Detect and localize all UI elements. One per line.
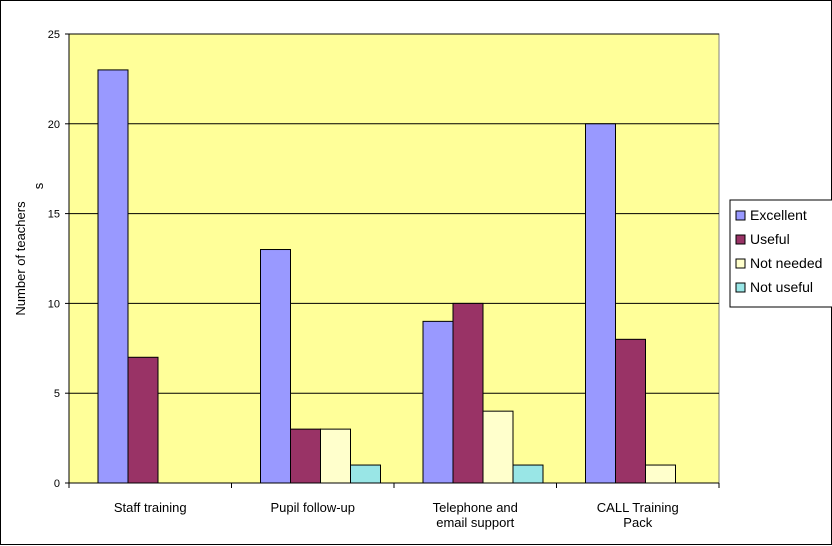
bar-useful <box>615 338 646 484</box>
bar-not-useful <box>350 464 381 484</box>
category-label-line: CALL Training <box>597 500 679 515</box>
category-label: Telephone and email support <box>433 500 518 530</box>
legend-swatch-not-useful <box>735 282 746 293</box>
y-tick-label: 15 <box>48 209 60 221</box>
y-tick-label: 5 <box>54 388 60 400</box>
y-tick-label: 10 <box>48 298 60 310</box>
bar-not-useful <box>512 464 544 484</box>
category-label-line: Telephone and <box>433 500 518 515</box>
category-label-line: Staff training <box>114 500 187 515</box>
legend-label-not-useful: Not useful <box>750 279 813 295</box>
plot-area: 0 5 10 15 20 25 Staff training Pupil follow-up T… <box>13 29 720 530</box>
legend-swatch-excellent <box>735 210 746 221</box>
bar-excellent <box>260 249 291 484</box>
legend-swatch-useful <box>735 234 746 245</box>
legend-label-not-needed: Not needed <box>750 255 822 271</box>
y-axis-title-suffix: s <box>31 182 46 189</box>
bar-excellent <box>422 320 454 484</box>
bar-excellent <box>585 123 616 484</box>
y-tick-label: 0 <box>54 478 60 490</box>
legend-label-useful: Useful <box>750 231 790 247</box>
category-label: Pupil follow-up <box>270 500 355 515</box>
category-label: CALL Training Pack <box>597 500 679 530</box>
y-tick-label: 20 <box>48 119 60 131</box>
category-label-line: Pupil follow-up <box>270 500 355 515</box>
legend-swatch-not-needed <box>735 258 746 269</box>
legend-label-excellent: Excellent <box>750 207 807 223</box>
bar-excellent <box>97 69 129 484</box>
legend: Excellent Useful Not needed Not useful <box>729 199 832 308</box>
bar-not-needed <box>320 428 351 484</box>
bar-useful <box>127 356 159 484</box>
category-label: Staff training <box>114 500 187 515</box>
category-label-line: email support <box>436 515 514 530</box>
y-tick-label: 25 <box>48 29 60 41</box>
bar-useful <box>452 302 484 484</box>
bar-not-needed <box>482 410 514 484</box>
legend-box <box>729 199 832 308</box>
bar-useful <box>290 428 321 484</box>
y-axis-title: Number of teachers <box>13 201 28 316</box>
category-label-line: Pack <box>623 515 652 530</box>
bar-not-needed <box>645 464 676 484</box>
